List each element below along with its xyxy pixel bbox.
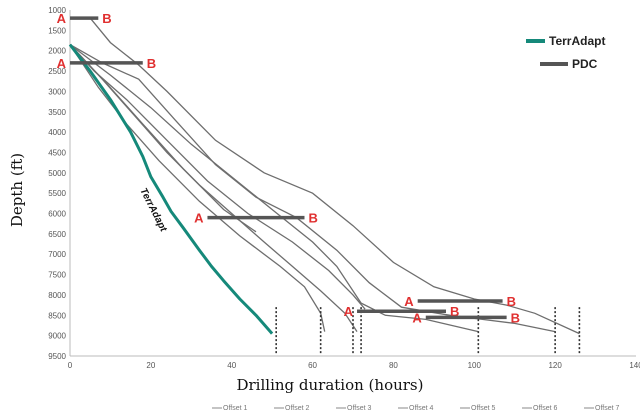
offset-series-line-7: [69, 44, 366, 310]
pdc-run-end-label: B: [511, 310, 520, 325]
offset-legend-label: Offset 1: [223, 405, 247, 412]
legend-label-terradapt: TerrAdapt: [549, 34, 605, 48]
x-tick-label: 100: [468, 361, 482, 370]
y-tick-label: 9000: [48, 332, 66, 341]
x-tick-label: 120: [548, 361, 562, 370]
y-tick-label: 6500: [48, 230, 66, 239]
y-tick-label: 1500: [48, 26, 66, 35]
pdc-run-start-label: A: [57, 56, 67, 71]
terradapt-series-group: [68, 43, 274, 335]
pdc-run-start-label: A: [412, 310, 422, 325]
offset-end-marks: [275, 307, 581, 354]
y-tick-label: 2000: [48, 47, 66, 56]
tick-labels-group: 1000150020002500300035004000450050005500…: [48, 6, 640, 370]
legend-label-pdc: PDC: [572, 57, 598, 71]
x-tick-label: 80: [389, 361, 398, 370]
offset-legend-label: Offset 2: [285, 405, 309, 412]
offset-legend-label: Offset 5: [471, 405, 495, 412]
terradapt-series-line: [68, 43, 274, 335]
y-tick-label: 1000: [48, 6, 66, 15]
offset-legend-label: Offset 7: [595, 405, 619, 412]
y-tick-label: 7000: [48, 250, 66, 259]
y-tick-label: 4000: [48, 128, 66, 137]
y-tick-label: 6000: [48, 210, 66, 219]
offset-legend: Offset 1 Offset 2 Offset 3 Offset 4 Offset 5…: [212, 405, 619, 412]
y-tick-label: 8500: [48, 311, 66, 320]
offset-legend-label: Offset 6: [533, 405, 557, 412]
pdc-runs-group: A B A B A B A B A B A B: [57, 11, 520, 325]
y-tick-label: 3500: [48, 108, 66, 117]
y-tick-label: 8000: [48, 291, 66, 300]
pdc-run-end-label: B: [102, 11, 111, 26]
x-tick-label: 60: [308, 361, 317, 370]
y-tick-label: 9500: [48, 352, 66, 361]
x-tick-label: 140: [629, 361, 640, 370]
offset-legend-label: Offset 3: [347, 405, 371, 412]
offset-legend-label: Offset 4: [409, 405, 433, 412]
pdc-run-start-label: A: [404, 294, 414, 309]
offset-series-line-2: [69, 44, 479, 333]
x-tick-label: 40: [227, 361, 236, 370]
x-tick-label: 0: [68, 361, 73, 370]
legend: TerrAdapt PDC: [526, 34, 605, 71]
y-tick-label: 3000: [48, 87, 66, 96]
offset-series-line-6: [69, 44, 257, 233]
y-tick-label: 5000: [48, 169, 66, 178]
pdc-run-end-label: B: [450, 304, 459, 319]
y-axis-title: Depth (ft): [8, 153, 26, 227]
y-tick-label: 4500: [48, 148, 66, 157]
pdc-run-end-label: B: [147, 56, 156, 71]
pdc-run-start-label: A: [57, 11, 67, 26]
offset-series-line-5: [89, 17, 580, 335]
y-tick-label: 7500: [48, 271, 66, 280]
pdc-run-start-label: A: [194, 211, 204, 226]
pdc-run-end-label: B: [507, 294, 516, 309]
y-tick-label: 2500: [48, 67, 66, 76]
x-axis-title: Drilling duration (hours): [236, 376, 423, 394]
chart-axes: [69, 10, 636, 357]
x-tick-label: 20: [146, 361, 155, 370]
y-tick-label: 5500: [48, 189, 66, 198]
series-annotation-terradapt: TerrAdapt: [137, 186, 169, 234]
pdc-run-start-label: A: [344, 304, 354, 319]
offset-series-line-3: [69, 44, 326, 332]
pdc-run-end-label: B: [308, 211, 317, 226]
